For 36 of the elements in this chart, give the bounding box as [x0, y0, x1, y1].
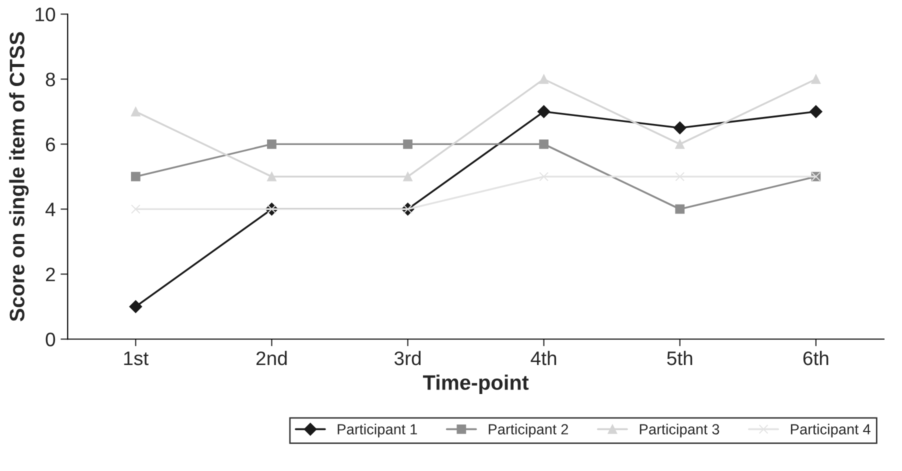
point	[130, 204, 140, 214]
point	[129, 300, 142, 314]
legend-label: Participant 4	[790, 424, 870, 438]
point	[673, 121, 686, 134]
y-tick-label: 8	[46, 72, 55, 86]
point	[539, 172, 549, 182]
x-tick-label: 1st	[124, 352, 149, 366]
point	[539, 139, 549, 149]
point	[810, 105, 822, 118]
point	[675, 172, 685, 182]
point	[130, 172, 140, 182]
y-tick-label: 6	[46, 138, 55, 152]
point	[403, 172, 412, 182]
legend-label: Participant 3	[640, 424, 720, 438]
x-axis-title: Time-point	[422, 374, 529, 394]
point	[675, 139, 685, 149]
y-tick-label: 2	[46, 268, 55, 282]
point	[537, 105, 550, 118]
y-tick-label: 10	[36, 8, 56, 22]
x-tick-label: 3rd	[394, 350, 421, 366]
point	[267, 172, 276, 182]
y-axis-title: Score on single item of CTSS	[9, 32, 29, 322]
point	[403, 139, 412, 149]
legend-label: Participant 2	[488, 424, 568, 438]
legend-label: Participant 1	[338, 424, 417, 438]
x-tick-label: 2nd	[256, 350, 287, 366]
x-tick-label: 5th	[667, 350, 692, 366]
x-tick-label: 6th	[803, 350, 828, 366]
point	[811, 74, 821, 84]
point	[675, 204, 685, 214]
point	[267, 139, 276, 149]
y-tick-label: 0	[46, 332, 56, 346]
x-tick-label: 4th	[530, 350, 556, 366]
point	[130, 106, 140, 116]
y-tick-label: 4	[45, 202, 56, 216]
point	[539, 74, 549, 84]
